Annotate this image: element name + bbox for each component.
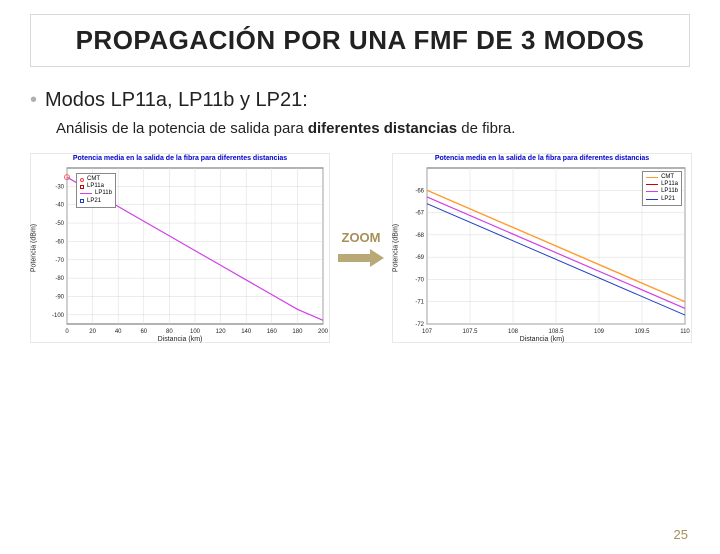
- svg-text:110: 110: [680, 329, 690, 335]
- svg-text:109.5: 109.5: [634, 329, 650, 335]
- svg-text:80: 80: [166, 329, 173, 335]
- arrow-right-icon: [338, 249, 384, 267]
- svg-text:20: 20: [89, 329, 96, 335]
- svg-text:108: 108: [508, 329, 519, 335]
- svg-text:-60: -60: [55, 239, 64, 245]
- subtext-suffix: de fibra.: [457, 120, 515, 137]
- svg-text:-69: -69: [415, 255, 424, 261]
- slide-title: PROPAGACIÓN POR UNA FMF DE 3 MODOS: [51, 25, 669, 56]
- svg-text:160: 160: [267, 329, 278, 335]
- svg-text:60: 60: [140, 329, 147, 335]
- slide-title-box: PROPAGACIÓN POR UNA FMF DE 3 MODOS: [30, 14, 690, 67]
- chart-left-legend: CMTLP11aLP11bLP21: [76, 173, 116, 208]
- svg-text:107.5: 107.5: [462, 329, 478, 335]
- svg-text:100: 100: [190, 329, 201, 335]
- svg-text:-67: -67: [415, 211, 424, 217]
- svg-text:-100: -100: [52, 313, 65, 319]
- chart-left-title: Potencia media en la salida de la fibra …: [30, 155, 330, 162]
- svg-text:107: 107: [422, 329, 433, 335]
- chart-left-ylabel: Potencia (dBm): [31, 224, 38, 272]
- svg-text:-70: -70: [415, 277, 424, 283]
- subtext-strong: diferentes distancias: [308, 120, 457, 137]
- zoom-column: ZOOM: [338, 230, 384, 267]
- chart-right-xlabel: Distancia (km): [392, 336, 692, 343]
- svg-text:-50: -50: [55, 221, 64, 227]
- chart-left-plot: 0 20 40 60 80 100 120 140 160 180 200 -100 -90 -80 -70…: [30, 153, 330, 343]
- svg-text:-30: -30: [55, 184, 64, 190]
- subtitle-text: Análisis de la potencia de salida para d…: [56, 120, 690, 137]
- bullet-row: • Modos LP11a, LP11b y LP21:: [30, 89, 690, 112]
- svg-text:-72: -72: [415, 322, 424, 328]
- bullet-text: Modos LP11a, LP11b y LP21:: [45, 89, 308, 112]
- svg-text:-70: -70: [55, 258, 64, 264]
- chart-right: Potencia media en la salida de la fibra …: [392, 153, 692, 343]
- svg-text:-40: -40: [55, 203, 64, 209]
- svg-text:0: 0: [65, 329, 69, 335]
- svg-text:120: 120: [216, 329, 227, 335]
- chart-right-ylabel: Potencia (dBm): [393, 224, 400, 272]
- svg-text:200: 200: [318, 329, 329, 335]
- bullet-dot-icon: •: [30, 89, 37, 111]
- svg-text:140: 140: [241, 329, 252, 335]
- charts-row: Potencia media en la salida de la fibra …: [30, 153, 690, 343]
- svg-text:-80: -80: [55, 276, 64, 282]
- svg-text:-71: -71: [415, 300, 424, 306]
- zoom-label: ZOOM: [342, 230, 381, 245]
- svg-text:-68: -68: [415, 233, 424, 239]
- chart-left-xlabel: Distancia (km): [30, 336, 330, 343]
- svg-text:109: 109: [594, 329, 605, 335]
- chart-right-legend: CMTLP11aLP11bLP21: [642, 171, 682, 206]
- svg-text:-90: -90: [55, 294, 64, 300]
- chart-right-title: Potencia media en la salida de la fibra …: [392, 155, 692, 162]
- svg-text:40: 40: [115, 329, 122, 335]
- subtext-prefix: Análisis de la potencia de salida para: [56, 120, 308, 137]
- svg-text:108.5: 108.5: [548, 329, 564, 335]
- svg-text:-66: -66: [415, 188, 424, 194]
- svg-text:180: 180: [292, 329, 303, 335]
- chart-left: Potencia media en la salida de la fibra …: [30, 153, 330, 343]
